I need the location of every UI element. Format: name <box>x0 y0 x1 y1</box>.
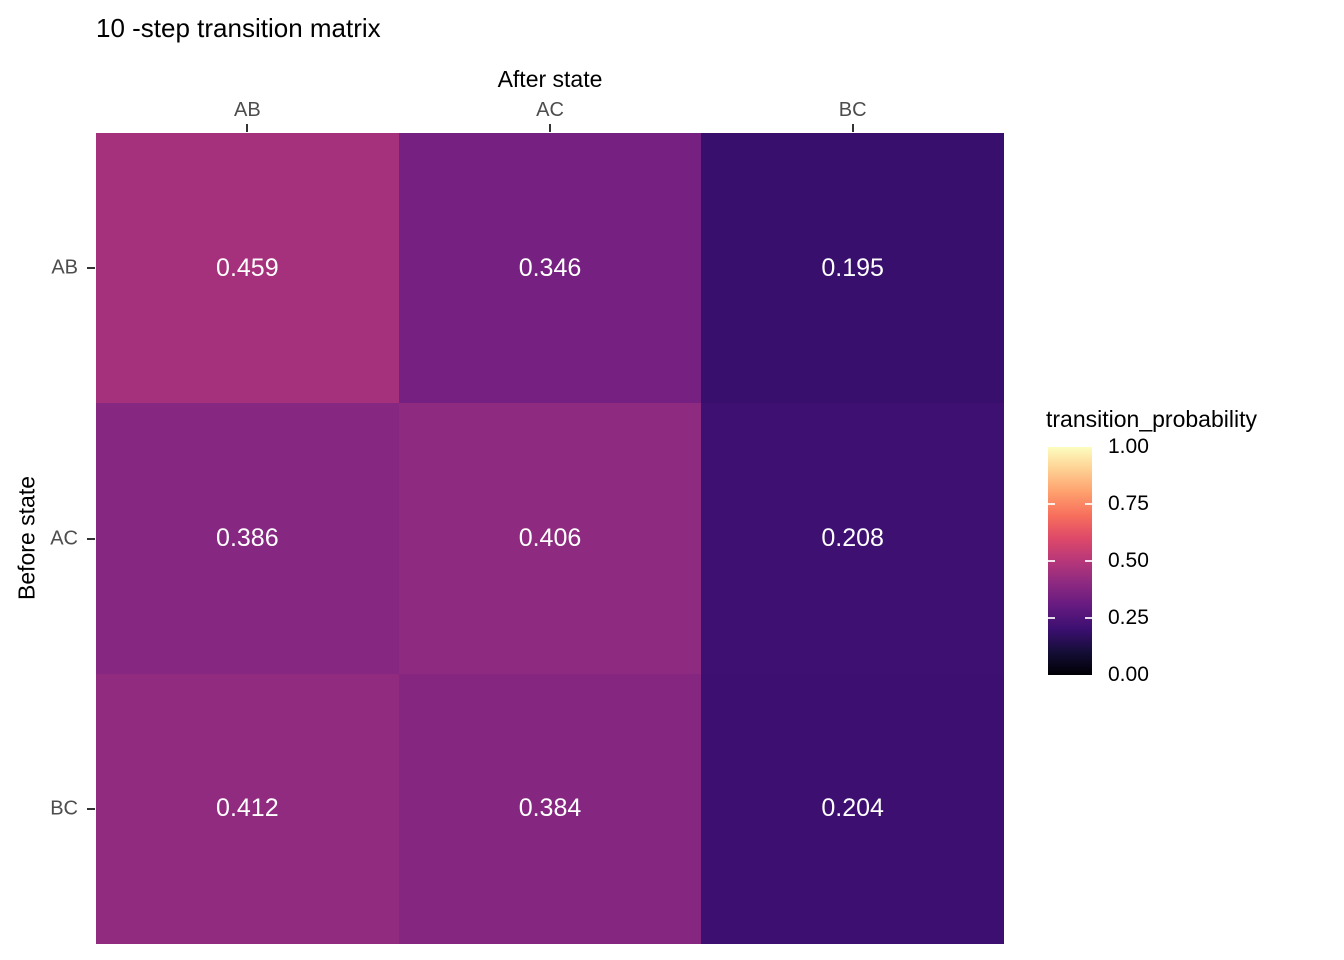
x-axis-title: After state <box>497 66 603 92</box>
y-tick-label-AB: AB <box>51 256 78 279</box>
legend-inner-tick-right <box>1085 560 1092 562</box>
heatmap-cell-AC-AB: 0.386 <box>96 403 399 674</box>
cell-value-label: 0.195 <box>821 253 884 282</box>
y-tick-label-BC: BC <box>50 797 78 820</box>
legend-tick-label-0.25: 0.25 <box>1108 606 1149 629</box>
legend-inner-tick-right <box>1085 617 1092 619</box>
cell-value-label: 0.386 <box>216 523 279 552</box>
heatmap-cell-BC-AC: 0.384 <box>398 673 702 944</box>
y-tick-mark-AC <box>87 537 95 540</box>
legend-inner-tick-right <box>1085 503 1092 505</box>
legend-inner-tick-left <box>1048 617 1055 619</box>
heatmap-cell-AB-BC: 0.195 <box>701 133 1004 404</box>
cell-value-label: 0.459 <box>216 253 279 282</box>
heatmap-cell-AC-BC: 0.208 <box>701 403 1004 674</box>
legend-tick-label-1.00: 1.00 <box>1108 435 1149 458</box>
legend-inner-tick-left <box>1048 560 1055 562</box>
cell-value-label: 0.204 <box>821 794 884 823</box>
legend-tick-label-0.50: 0.50 <box>1108 549 1149 572</box>
x-tick-mark-AC <box>549 124 551 132</box>
legend-tick-label-0.00: 0.00 <box>1108 663 1149 686</box>
legend-colorbar <box>1048 447 1092 675</box>
heatmap-cell-AB-AC: 0.346 <box>398 133 702 404</box>
heatmap-cell-BC-BC: 0.204 <box>701 673 1004 944</box>
y-tick-mark-BC <box>87 807 95 810</box>
x-tick-mark-AB <box>246 124 249 132</box>
y-axis-title: Before state <box>13 475 40 601</box>
plot-title: 10 -step transition matrix <box>96 13 381 43</box>
legend-tick-label-0.75: 0.75 <box>1108 492 1149 515</box>
x-tick-label-BC: BC <box>838 99 867 121</box>
cell-value-label: 0.346 <box>518 253 582 282</box>
cell-value-label: 0.208 <box>821 523 884 552</box>
y-tick-mark-AB <box>87 267 95 270</box>
heatmap-grid: 0.459 0.346 0.195 0.386 0.406 0.208 0.412 0.384… <box>96 133 1004 944</box>
x-tick-label-AC: AC <box>536 99 564 121</box>
legend-inner-tick-left <box>1048 503 1055 505</box>
cell-value-label: 0.412 <box>216 794 279 823</box>
heatmap-cell-BC-AB: 0.412 <box>96 673 399 944</box>
x-tick-label-AB: AB <box>233 99 261 121</box>
x-tick-mark-BC <box>851 124 854 132</box>
legend-title: transition_probability <box>1046 406 1257 432</box>
heatmap-cell-AC-AC: 0.406 <box>398 403 702 674</box>
heatmap-cell-AB-AB: 0.459 <box>96 133 399 404</box>
cell-value-label: 0.406 <box>518 523 582 552</box>
y-tick-label-AC: AC <box>50 527 78 549</box>
cell-value-label: 0.384 <box>518 794 582 823</box>
